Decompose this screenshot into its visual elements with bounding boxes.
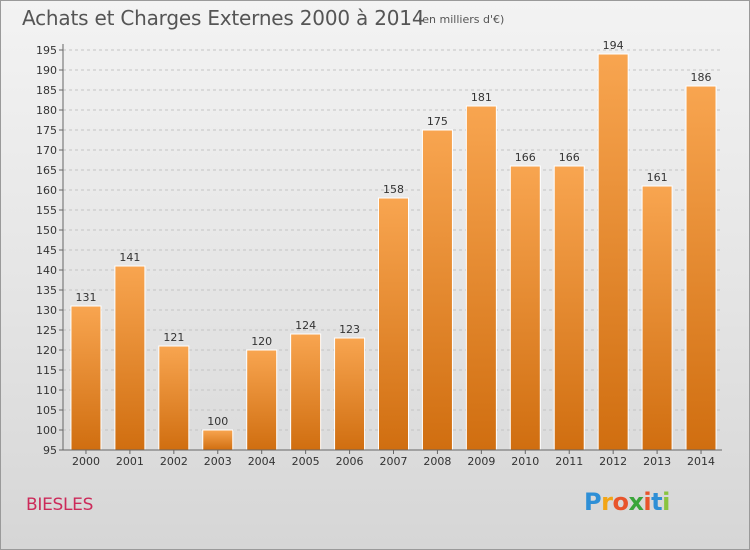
data-label: 194 bbox=[603, 39, 624, 52]
y-tick-label: 190 bbox=[36, 64, 57, 77]
chart-subtitle: (en milliers d'€) bbox=[418, 13, 505, 26]
data-label: 181 bbox=[471, 91, 492, 104]
place-name: BIESLES bbox=[26, 495, 94, 515]
y-tick-label: 105 bbox=[36, 404, 57, 417]
data-label: 124 bbox=[295, 319, 316, 332]
y-tick-label: 150 bbox=[36, 224, 57, 237]
bar-2000 bbox=[70, 305, 102, 451]
y-tick-label: 130 bbox=[36, 304, 57, 317]
data-label: 100 bbox=[207, 415, 228, 428]
y-tick-label: 175 bbox=[36, 124, 57, 137]
logo-letter: i bbox=[662, 488, 670, 516]
x-tick-label: 2009 bbox=[467, 455, 495, 468]
y-tick-label: 95 bbox=[43, 444, 57, 457]
bar-2001 bbox=[114, 265, 146, 451]
x-tick-label: 2007 bbox=[380, 455, 408, 468]
y-tick-label: 135 bbox=[36, 284, 57, 297]
logo-letter: i bbox=[643, 488, 652, 516]
x-tick-label: 2004 bbox=[248, 455, 276, 468]
logo-letter: r bbox=[601, 488, 613, 516]
bar-2003 bbox=[202, 429, 234, 451]
bar-2009 bbox=[465, 105, 497, 451]
y-tick-label: 180 bbox=[36, 104, 57, 117]
data-label: 141 bbox=[119, 251, 140, 264]
y-tick-label: 140 bbox=[36, 264, 57, 277]
bar-2011 bbox=[553, 165, 585, 451]
chart-title: Achats et Charges Externes 2000 à 2014 bbox=[22, 6, 425, 30]
y-tick-label: 145 bbox=[36, 244, 57, 257]
bar-2007 bbox=[378, 197, 409, 451]
logo-letter: t bbox=[651, 488, 663, 516]
x-tick-label: 2012 bbox=[599, 455, 627, 468]
bar-2002 bbox=[158, 345, 190, 451]
data-label: 158 bbox=[383, 183, 404, 196]
data-label: 166 bbox=[515, 151, 536, 164]
y-tick-label: 155 bbox=[36, 204, 57, 217]
bar-2004 bbox=[246, 349, 278, 451]
bar-2012 bbox=[597, 53, 629, 451]
x-tick-label: 2006 bbox=[336, 455, 364, 468]
bar-2005 bbox=[290, 333, 322, 451]
x-tick-label: 2000 bbox=[72, 455, 100, 468]
bar-2010 bbox=[509, 165, 541, 451]
data-label: 166 bbox=[559, 151, 580, 164]
logo-letter: x bbox=[628, 488, 644, 516]
data-label: 131 bbox=[75, 291, 96, 304]
x-tick-label: 2005 bbox=[292, 455, 320, 468]
proxiti-logo: Proxiti bbox=[584, 488, 670, 516]
x-tick-label: 2001 bbox=[116, 455, 144, 468]
y-tick-label: 115 bbox=[36, 364, 57, 377]
logo-letter: P bbox=[584, 488, 602, 516]
y-tick-label: 195 bbox=[36, 44, 57, 57]
x-tick-label: 2014 bbox=[687, 455, 715, 468]
data-label: 123 bbox=[339, 323, 360, 336]
y-tick-label: 170 bbox=[36, 144, 57, 157]
x-tick-label: 2003 bbox=[204, 455, 232, 468]
y-tick-label: 100 bbox=[36, 424, 57, 437]
y-tick-label: 125 bbox=[36, 324, 57, 337]
bar-2006 bbox=[334, 337, 366, 451]
bar-2008 bbox=[421, 129, 453, 451]
data-label: 175 bbox=[427, 115, 448, 128]
data-label: 121 bbox=[163, 331, 184, 344]
data-label: 161 bbox=[647, 171, 668, 184]
data-label: 120 bbox=[251, 335, 272, 348]
x-tick-label: 2010 bbox=[511, 455, 539, 468]
bar-2013 bbox=[641, 185, 673, 451]
x-tick-label: 2013 bbox=[643, 455, 671, 468]
y-tick-label: 110 bbox=[36, 384, 57, 397]
bar-2014 bbox=[685, 85, 717, 451]
data-label: 186 bbox=[691, 71, 712, 84]
x-tick-label: 2008 bbox=[423, 455, 451, 468]
y-tick-label: 120 bbox=[36, 344, 57, 357]
y-tick-label: 160 bbox=[36, 184, 57, 197]
logo-letter: o bbox=[612, 488, 629, 516]
y-tick-label: 185 bbox=[36, 84, 57, 97]
x-tick-label: 2002 bbox=[160, 455, 188, 468]
y-tick-label: 165 bbox=[36, 164, 57, 177]
x-tick-label: 2011 bbox=[555, 455, 583, 468]
